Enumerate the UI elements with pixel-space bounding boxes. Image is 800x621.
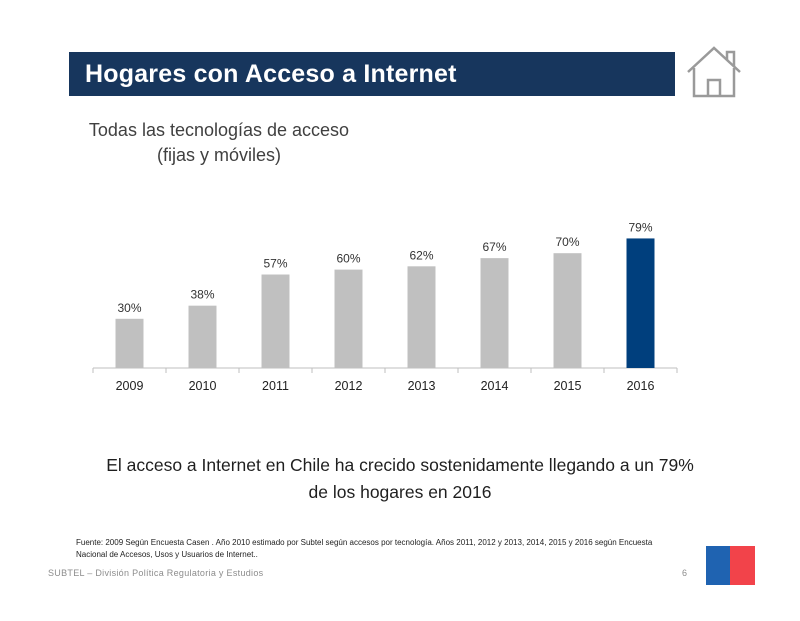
footer-organization: SUBTEL – División Política Regulatoria y… xyxy=(48,568,264,578)
data-label-2016: 79% xyxy=(628,220,652,234)
x-tick-label-2016: 2016 xyxy=(627,379,655,393)
bar-2009 xyxy=(115,318,144,368)
page-number: 6 xyxy=(682,568,688,578)
bar-2014 xyxy=(480,258,509,368)
conclusion-text: El acceso a Internet en Chile ha crecido… xyxy=(60,452,740,506)
x-tick-label-2013: 2013 xyxy=(408,379,436,393)
bar-2011 xyxy=(261,274,290,368)
flag-blue-block xyxy=(706,546,730,585)
bar-2015 xyxy=(553,253,582,368)
home-icon xyxy=(687,46,741,98)
bar-2010 xyxy=(188,305,217,368)
data-label-2013: 62% xyxy=(409,248,433,262)
subtitle-line-1: Todas las tecnologías de acceso xyxy=(88,120,350,140)
flag-red-block xyxy=(730,546,755,585)
x-tick-label-2014: 2014 xyxy=(481,379,509,393)
x-tick-label-2010: 2010 xyxy=(189,379,217,393)
chart-subtitle: Todas las tecnologías de acceso (fijas y… xyxy=(84,118,354,168)
subtitle-line-2: (fijas y móviles) xyxy=(156,145,281,165)
conclusion-line-2: de los hogares en 2016 xyxy=(308,482,492,502)
data-label-2012: 60% xyxy=(336,252,360,266)
source-note: Fuente: 2009 Según Encuesta Casen . Año … xyxy=(76,538,653,559)
data-label-2011: 57% xyxy=(263,257,287,271)
data-label-2015: 70% xyxy=(555,235,579,249)
bar-2016 xyxy=(626,238,655,368)
x-tick-label-2011: 2011 xyxy=(262,379,289,393)
page-title: Hogares con Acceso a Internet xyxy=(69,52,675,96)
data-label-2009: 30% xyxy=(117,301,141,315)
conclusion-line-1: El acceso a Internet en Chile ha crecido… xyxy=(106,455,694,475)
data-label-2010: 38% xyxy=(190,288,214,302)
bar-chart: 30% 2009 38% 2010 57% 2011 60% 2012 62% 2013 67% 20… xyxy=(92,220,678,393)
data-label-2014: 67% xyxy=(482,240,506,254)
x-tick-label-2015: 2015 xyxy=(554,379,582,393)
x-tick-label-2009: 2009 xyxy=(116,379,144,393)
x-tick-label-2012: 2012 xyxy=(335,379,363,393)
bar-2013 xyxy=(407,266,436,368)
bar-2012 xyxy=(334,269,363,368)
